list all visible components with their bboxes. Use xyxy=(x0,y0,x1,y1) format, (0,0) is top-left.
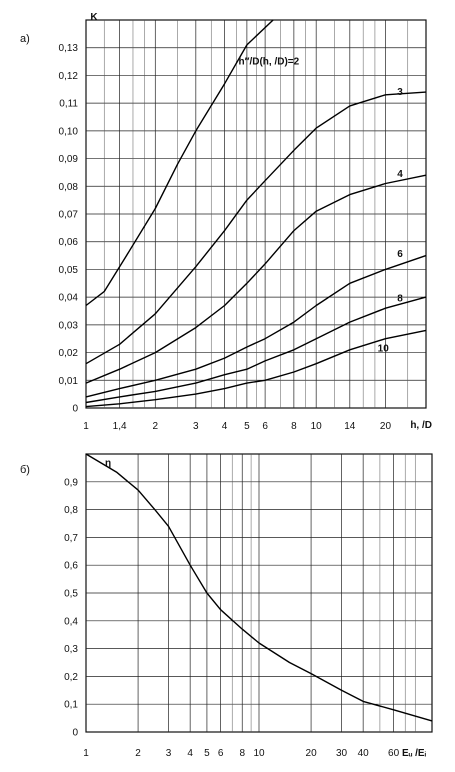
x-tick-label: 4 xyxy=(222,421,228,432)
y-tick-label: 0,3 xyxy=(64,644,78,655)
y-tick-label: 0,13 xyxy=(59,43,79,54)
x-tick-label: 10 xyxy=(253,748,265,759)
y-tick-label: 0,02 xyxy=(59,348,79,359)
x-tick-label: 4 xyxy=(187,748,193,759)
x-tick-label: 8 xyxy=(239,748,245,759)
x-tick-label: 6 xyxy=(218,748,224,759)
series-label: 10 xyxy=(378,343,390,354)
y-tick-label: 0,01 xyxy=(59,376,79,387)
y-tick-label: 0,8 xyxy=(64,505,78,516)
y-tick-label: 0,06 xyxy=(59,237,79,248)
x-tick-label: 6 xyxy=(262,421,268,432)
series-label: 8 xyxy=(397,294,403,305)
series-label: h″/D(h, /D)=2 xyxy=(239,57,300,68)
x-tick-label: 3 xyxy=(193,421,199,432)
y-tick-label: 0,07 xyxy=(59,210,79,221)
x-tick-label: 1 xyxy=(83,421,89,432)
y-tick-label: 0,9 xyxy=(64,477,78,488)
y-tick-label: 0,09 xyxy=(59,154,79,165)
y-tick-label: 0,4 xyxy=(64,616,78,627)
x-tick-label: 1,4 xyxy=(113,421,127,432)
x-axis-label: h, /D xyxy=(410,420,432,431)
series-label: 3 xyxy=(397,87,403,98)
x-tick-label: 5 xyxy=(244,421,250,432)
y-tick-label: 0,2 xyxy=(64,672,78,683)
x-tick-label: 14 xyxy=(344,421,356,432)
series-line-6 xyxy=(85,329,427,408)
y-tick-label: 0,08 xyxy=(59,182,79,193)
x-tick-label: 20 xyxy=(306,748,318,759)
y-tick-label: 0,04 xyxy=(59,293,79,304)
panel-a: 0 0,01 0,02 0,03 0,04 0,05 0,06 0,07 0,08 0,09 0,1… xyxy=(20,12,432,432)
y-tick-label: 0,12 xyxy=(59,71,79,82)
y-tick-label: 0,05 xyxy=(59,265,79,276)
x-tick-label: 1 xyxy=(83,748,89,759)
panel-b: 0 0,1 0,2 0,3 0,4 0,5 0,6 0,7 0,8 0,9 1 2 3 4 5 6 8 10 20 3… xyxy=(20,453,433,759)
series-line-5 xyxy=(85,296,427,404)
y-axis-label: η xyxy=(105,458,111,469)
y-tick-label: 0,1 xyxy=(64,700,78,711)
series-line-1 xyxy=(85,453,433,722)
x-tick-label: 40 xyxy=(358,748,370,759)
y-tick-label: 0,5 xyxy=(64,589,78,600)
y-tick-label: 0,6 xyxy=(64,561,78,572)
panel-label: а) xyxy=(20,33,30,45)
y-tick-label: 0,7 xyxy=(64,533,78,544)
series-line-3 xyxy=(85,174,427,384)
y-tick-label: 0,03 xyxy=(59,320,79,331)
x-axis-label: Eᵤ /Eᵢ xyxy=(402,748,427,759)
x-tick-label: 30 xyxy=(336,748,348,759)
y-tick-label: 0 xyxy=(72,404,78,415)
series-label: 4 xyxy=(397,169,403,180)
x-tick-label: 2 xyxy=(135,748,141,759)
y-tick-label: 0,11 xyxy=(59,99,78,110)
y-tick-label: 0 xyxy=(72,728,78,739)
x-tick-label: 60 xyxy=(388,748,400,759)
x-tick-label: 10 xyxy=(311,421,323,432)
x-tick-label: 2 xyxy=(153,421,159,432)
y-tick-label: 0,10 xyxy=(59,126,79,137)
x-tick-label: 5 xyxy=(204,748,210,759)
series-line-1 xyxy=(85,19,274,307)
series-line-2 xyxy=(85,91,427,365)
series-label: 6 xyxy=(397,249,403,260)
x-tick-label: 20 xyxy=(380,421,392,432)
panel-label: б) xyxy=(20,464,30,476)
y-axis-label: K xyxy=(90,12,98,23)
series-line-4 xyxy=(85,254,427,398)
x-tick-label: 8 xyxy=(291,421,297,432)
x-tick-label: 3 xyxy=(166,748,172,759)
